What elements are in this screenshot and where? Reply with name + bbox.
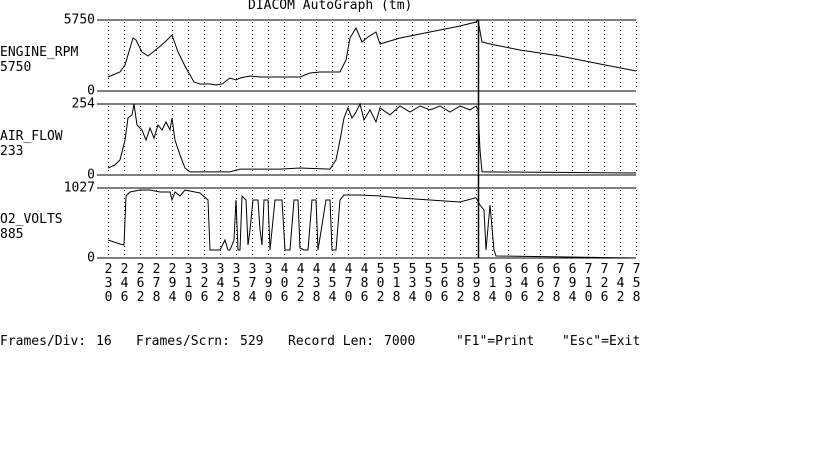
readout: 885 (0, 227, 24, 242)
x-tick-label: 406 (280, 262, 289, 305)
footer-label: Frames/Div: (0, 334, 87, 349)
x-tick-label: 470 (344, 262, 353, 305)
readout: 233 (0, 143, 24, 159)
x-tick-label: 326 (200, 262, 209, 305)
x-tick-label: 582 (456, 262, 465, 305)
y-tick-label: 0 (87, 84, 95, 99)
x-tick-label: 566 (440, 262, 449, 305)
x-tick-label: 310 (184, 262, 193, 305)
x-tick-label: 246 (120, 262, 129, 305)
x-tick-label: 726 (600, 262, 609, 305)
x-tick-label: 678 (552, 262, 561, 305)
x-tick-label: 486 (360, 262, 369, 305)
y-tick-label: 254 (72, 97, 96, 112)
key-hint: "Esc"=Exit (562, 334, 641, 349)
footer-label: Record Len: (288, 334, 375, 349)
x-tick-label: 518 (392, 262, 401, 305)
series-name: AIR_FLOW (0, 128, 63, 144)
footer-value: 16 (96, 334, 112, 349)
readout: 5750 (0, 59, 32, 75)
x-tick-label: 438 (312, 262, 321, 305)
x-tick-label: 710 (584, 262, 593, 305)
x-tick-label: 502 (376, 262, 385, 305)
x-tick-label: 646 (520, 262, 529, 305)
footer-value: 7000 (384, 334, 416, 349)
x-tick-label: 550 (424, 262, 433, 305)
x-tick-label: 230 (104, 262, 113, 305)
y-tick-label: 1027 (64, 181, 95, 196)
series-name: O2_VOLTS (0, 212, 63, 227)
x-tick-label: 454 (328, 262, 337, 305)
x-tick-label: 422 (296, 262, 305, 305)
x-tick-label: 390 (264, 262, 273, 305)
series-line (107, 189, 637, 259)
x-tick-label: 278 (152, 262, 161, 305)
x-tick-label: 358 (232, 262, 241, 305)
x-tick-label: 758 (632, 262, 641, 305)
footer-label: Frames/Scrn: (136, 334, 230, 349)
key-hint: "F1"=Print (456, 334, 535, 349)
series-line (107, 102, 637, 174)
x-tick-label: 598 (472, 262, 481, 305)
series-name: ENGINE_RPM (0, 44, 79, 60)
x-tick-label: 342 (216, 262, 225, 305)
x-tick-label: 694 (568, 262, 577, 305)
x-tick-label: 662 (536, 262, 545, 305)
x-tick-label: 742 (616, 262, 625, 305)
y-tick-label: 0 (87, 168, 95, 183)
chart-title: DIACOM AutoGraph (tm) (248, 0, 413, 13)
y-tick-label: 0 (87, 251, 95, 266)
series-line (107, 18, 637, 86)
footer-value: 529 (240, 334, 264, 349)
x-tick-label: 294 (168, 262, 177, 305)
y-tick-label: 5750 (64, 13, 95, 28)
x-tick-label: 374 (248, 262, 257, 305)
x-tick-label: 614 (488, 262, 497, 305)
x-tick-label: 534 (408, 262, 417, 305)
x-tick-label: 262 (136, 262, 145, 305)
x-tick-label: 630 (504, 262, 513, 305)
